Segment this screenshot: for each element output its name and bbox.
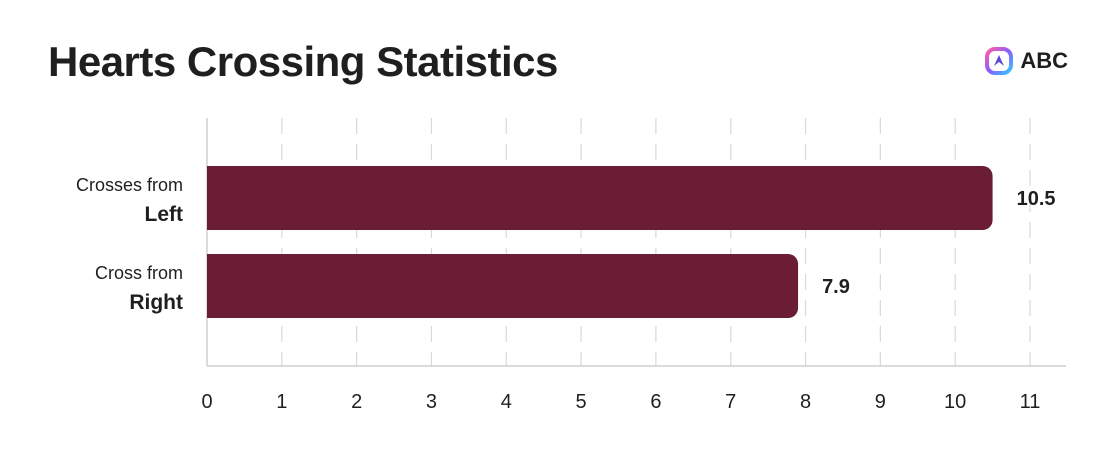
grid-lines xyxy=(206,118,1066,367)
x-tick-label: 9 xyxy=(875,391,886,413)
x-tick-label: 2 xyxy=(351,391,362,413)
bar xyxy=(207,254,799,318)
abc-logo-icon xyxy=(985,47,1014,75)
category-label-line1: Cross from xyxy=(95,263,183,283)
category-labels: Crosses from Left Cross from Right xyxy=(76,175,183,314)
category-label-line2: Right xyxy=(129,291,183,314)
category-label-line1: Crosses from xyxy=(76,175,183,195)
x-tick-label: 8 xyxy=(800,391,811,413)
bar xyxy=(207,166,993,230)
x-tick-label: 0 xyxy=(201,391,212,413)
brand-name: ABC xyxy=(1020,48,1068,73)
x-tick-label: 3 xyxy=(426,391,437,413)
x-tick-label: 10 xyxy=(944,391,966,413)
data-label: 10.5 xyxy=(1017,188,1056,210)
bars: 10.5 7.9 xyxy=(207,166,1056,318)
category-label-line2: Left xyxy=(145,203,184,226)
x-tick-label: 6 xyxy=(650,391,661,413)
x-tick-label: 11 xyxy=(1020,391,1041,413)
chart-title: Hearts Crossing Statistics xyxy=(48,38,558,85)
x-tick-label: 1 xyxy=(276,391,287,413)
x-tick-label: 5 xyxy=(576,391,587,413)
x-axis-ticks: 0 1 2 3 4 5 6 7 8 9 10 11 xyxy=(201,391,1040,413)
x-tick-label: 4 xyxy=(501,391,512,413)
x-tick-label: 7 xyxy=(725,391,736,413)
data-label: 7.9 xyxy=(822,276,850,298)
brand: ABC xyxy=(984,46,1068,76)
